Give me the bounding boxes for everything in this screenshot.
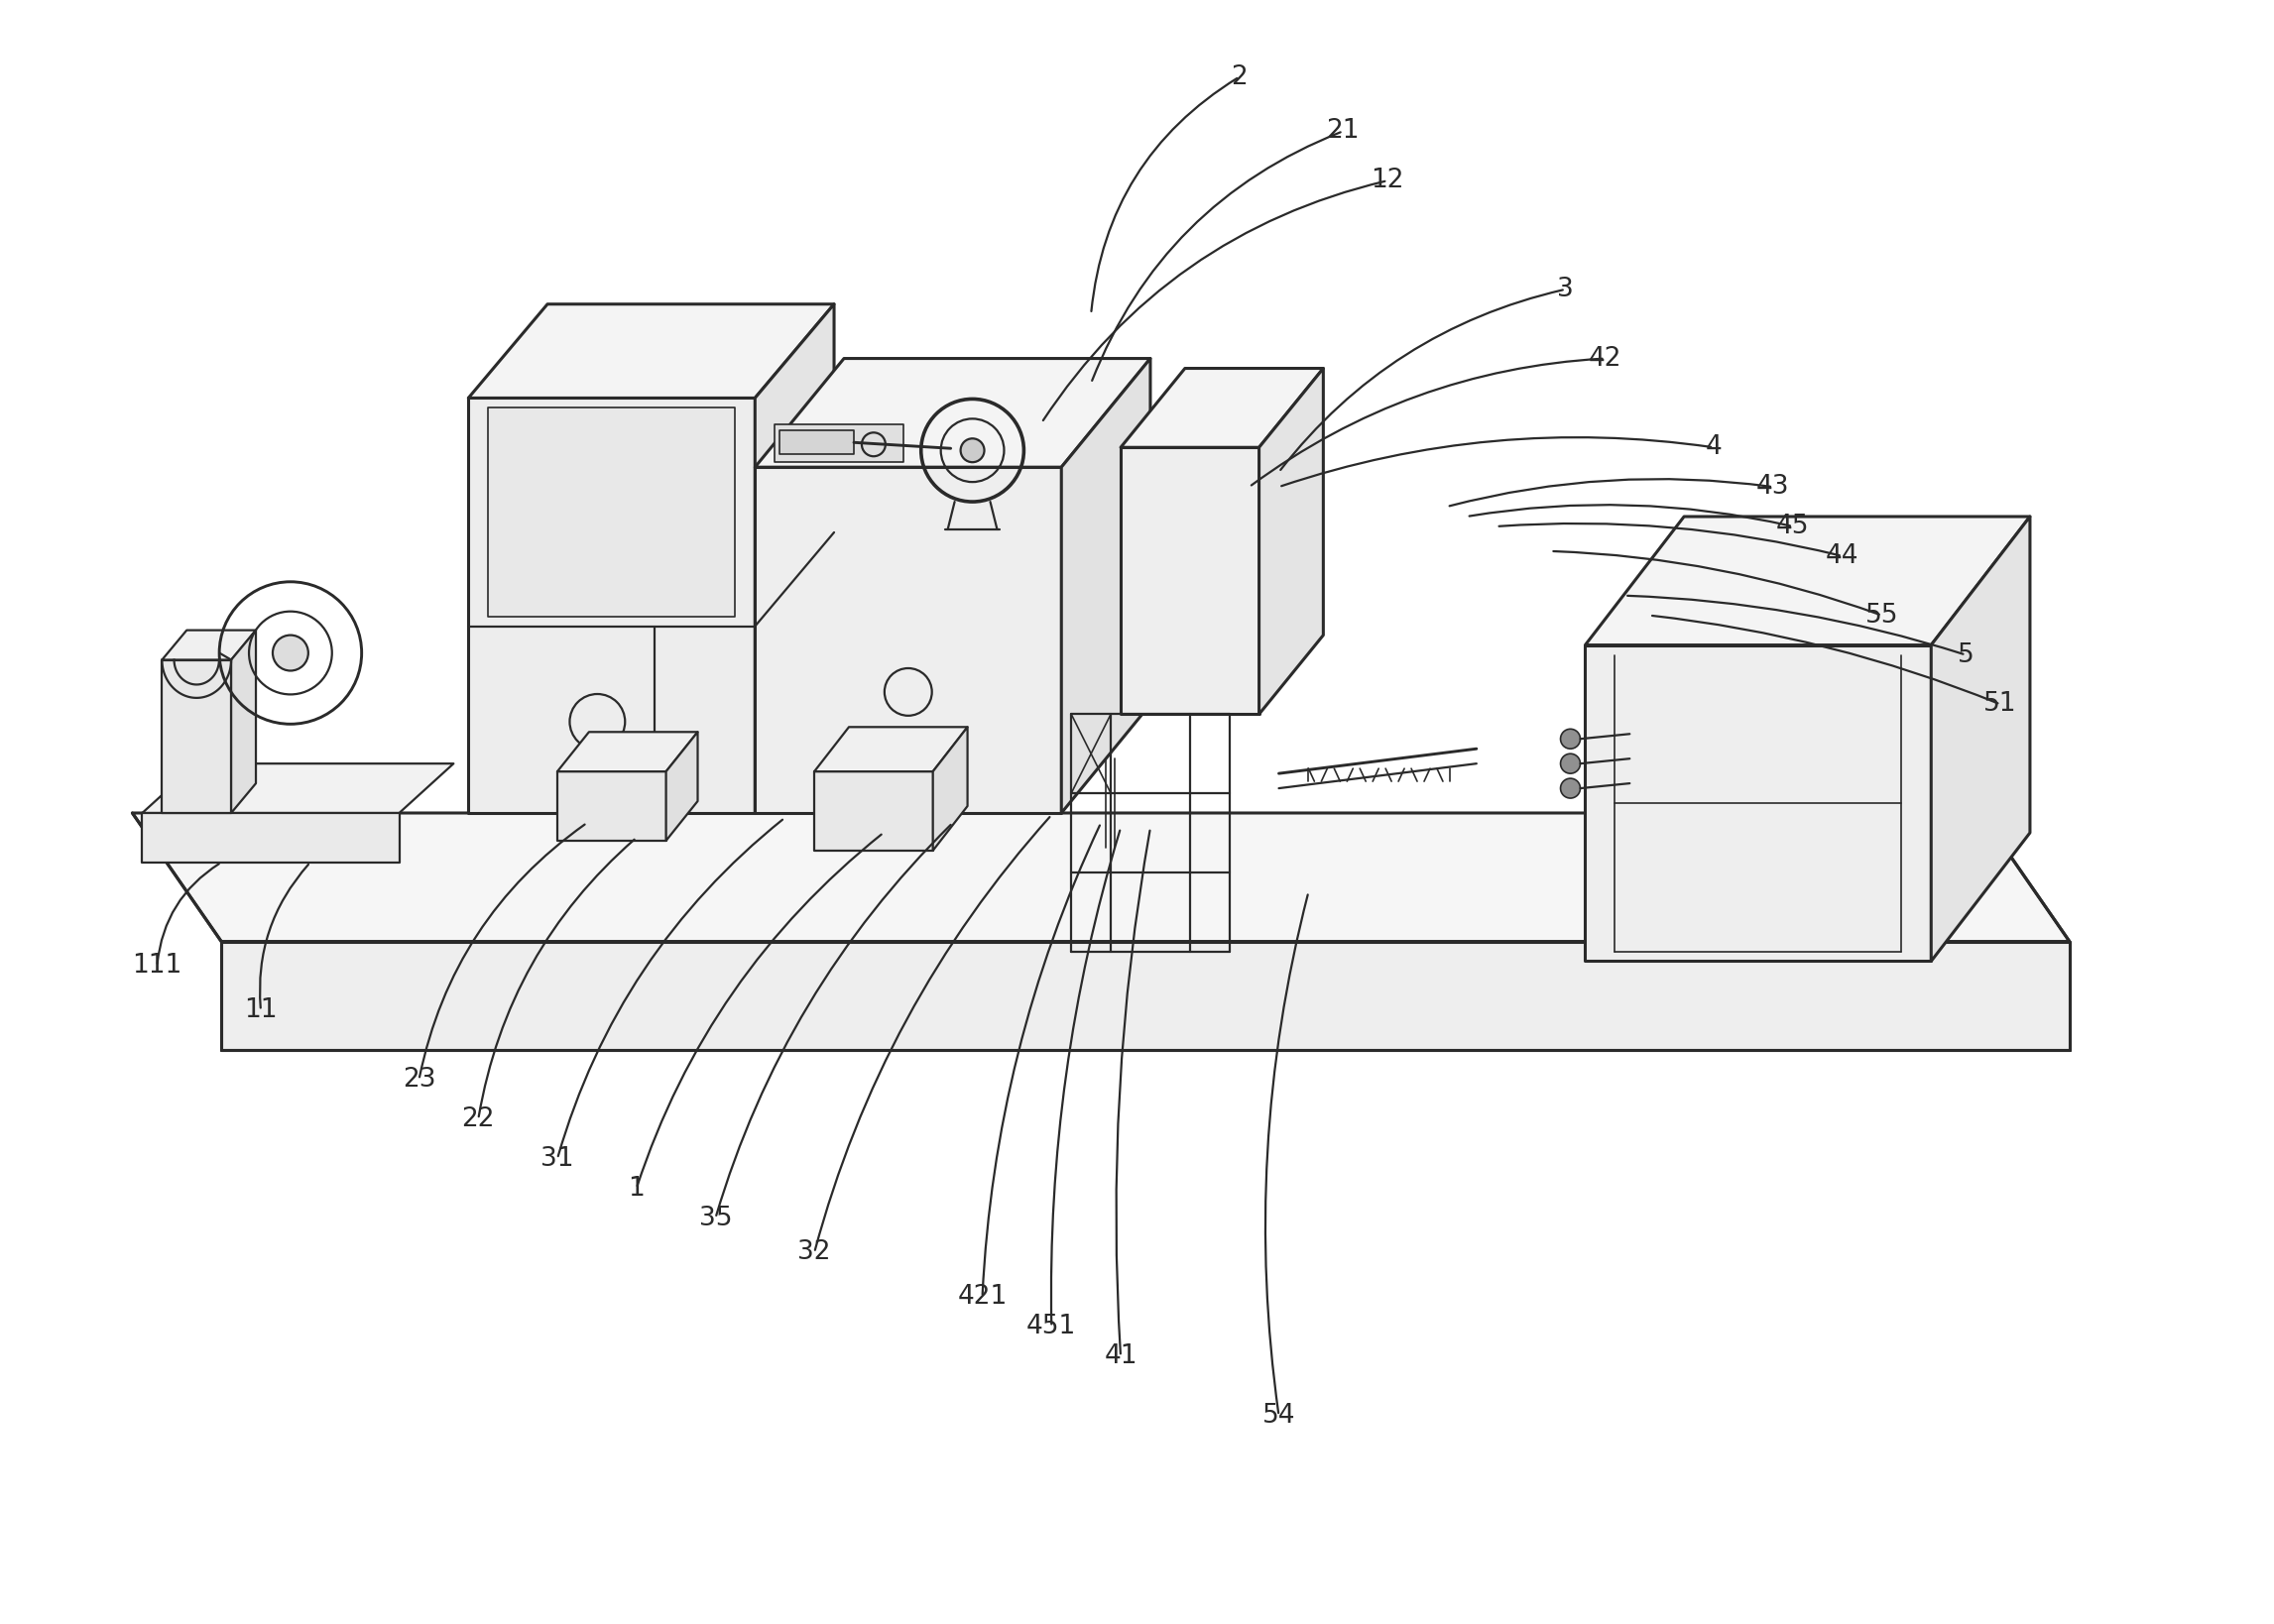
Polygon shape	[814, 771, 932, 851]
Circle shape	[1560, 754, 1580, 773]
Circle shape	[1560, 778, 1580, 797]
Text: 12: 12	[1371, 167, 1403, 193]
Circle shape	[960, 438, 985, 463]
Polygon shape	[132, 814, 2069, 942]
Polygon shape	[232, 630, 257, 814]
Text: 421: 421	[957, 1285, 1007, 1311]
Polygon shape	[755, 468, 1062, 814]
Text: 111: 111	[132, 953, 182, 979]
Polygon shape	[1931, 516, 2031, 961]
Polygon shape	[1585, 516, 2031, 645]
Polygon shape	[1585, 645, 1931, 961]
Polygon shape	[489, 408, 735, 617]
Text: 43: 43	[1756, 474, 1790, 500]
Polygon shape	[161, 659, 232, 814]
Polygon shape	[814, 728, 966, 771]
Text: 21: 21	[1326, 119, 1360, 145]
Polygon shape	[1121, 369, 1323, 447]
Text: 23: 23	[402, 1067, 437, 1093]
Polygon shape	[755, 359, 1151, 468]
Polygon shape	[161, 630, 257, 659]
Text: 451: 451	[1026, 1314, 1076, 1340]
Polygon shape	[557, 771, 666, 841]
Text: 3: 3	[1558, 276, 1574, 302]
Text: 32: 32	[798, 1239, 830, 1265]
Polygon shape	[1071, 667, 1269, 715]
Text: 31: 31	[541, 1147, 573, 1171]
Polygon shape	[666, 732, 698, 841]
Polygon shape	[775, 424, 903, 463]
Text: 51: 51	[1983, 692, 2017, 718]
Text: 2: 2	[1230, 63, 1248, 89]
Text: 55: 55	[1865, 603, 1899, 628]
Text: 22: 22	[462, 1106, 496, 1132]
Text: 1: 1	[628, 1176, 646, 1202]
Text: 5: 5	[1958, 641, 1974, 667]
Polygon shape	[755, 304, 835, 814]
Text: 42: 42	[1587, 346, 1621, 372]
Polygon shape	[780, 430, 853, 455]
Text: 41: 41	[1105, 1343, 1137, 1369]
Text: 35: 35	[698, 1205, 732, 1231]
Polygon shape	[932, 728, 966, 851]
Text: 11: 11	[243, 997, 277, 1023]
Polygon shape	[221, 942, 2069, 1051]
Polygon shape	[557, 732, 698, 771]
Polygon shape	[468, 398, 755, 814]
Polygon shape	[1121, 447, 1260, 715]
Text: 45: 45	[1776, 513, 1810, 539]
Text: 44: 44	[1826, 542, 1858, 568]
Text: 4: 4	[1706, 435, 1721, 460]
Polygon shape	[1260, 369, 1323, 715]
Polygon shape	[1062, 359, 1151, 814]
Polygon shape	[143, 763, 453, 814]
Polygon shape	[143, 814, 400, 862]
Polygon shape	[468, 304, 835, 398]
Text: 54: 54	[1262, 1403, 1296, 1429]
Circle shape	[273, 635, 309, 671]
Circle shape	[1560, 729, 1580, 749]
